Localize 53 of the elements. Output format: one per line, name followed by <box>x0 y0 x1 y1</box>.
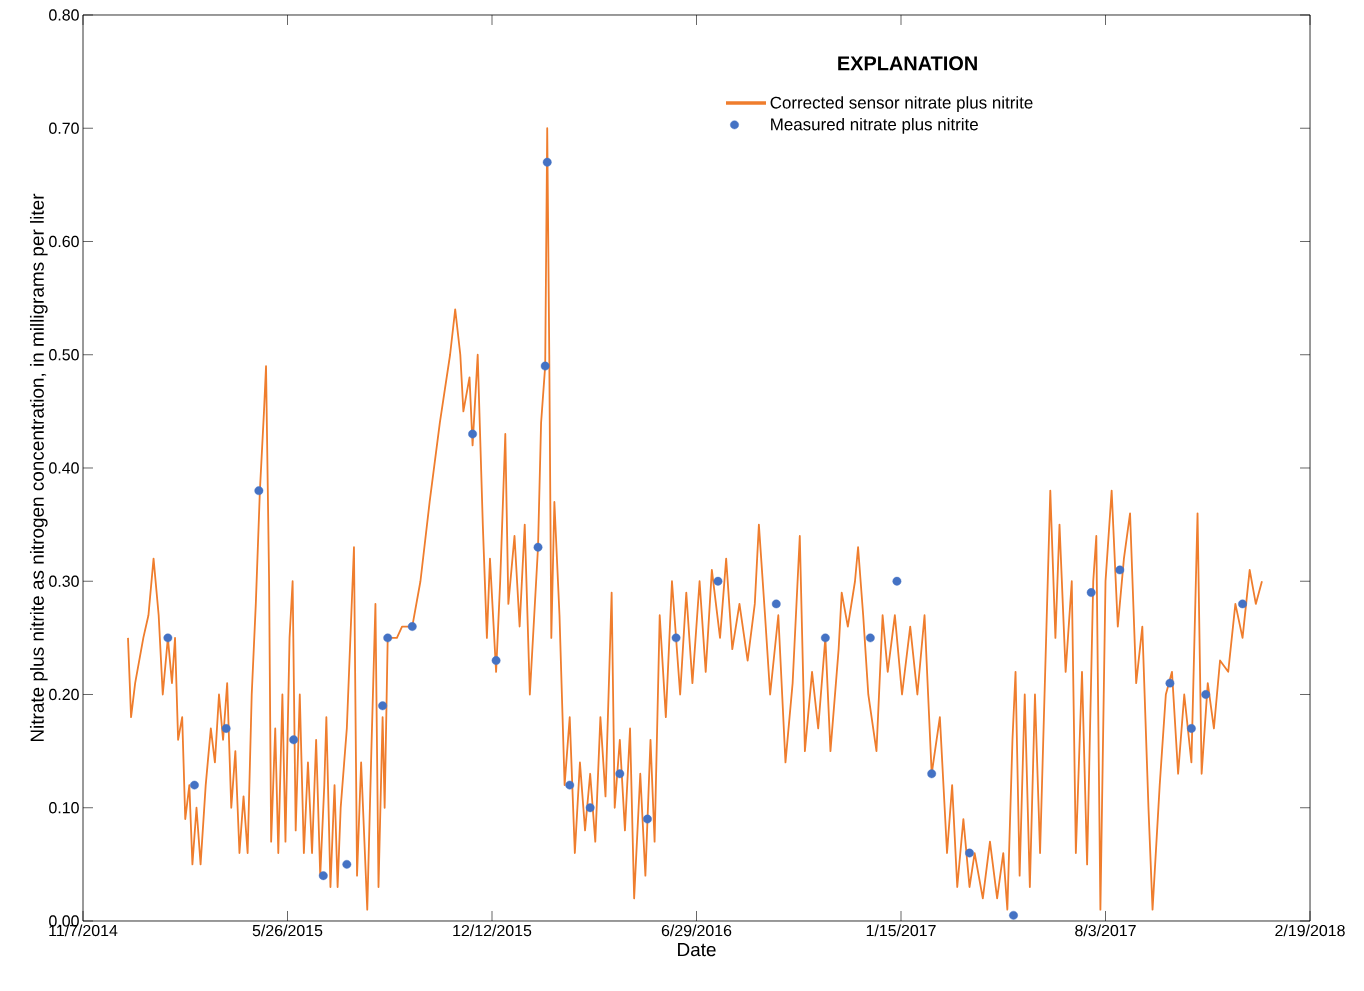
y-tick-label: 0.50 <box>49 349 79 361</box>
y-axis-title: Nitrate plus nitrite as nitrogen concentration, in milligrams per liter <box>29 193 48 742</box>
y-tick-label: 0.10 <box>49 802 79 814</box>
point <box>190 780 199 790</box>
x-tick-label: 5/26/2015 <box>252 924 323 937</box>
point <box>1201 690 1211 699</box>
point <box>318 871 328 881</box>
x-tick-label: 6/29/2016 <box>661 924 732 937</box>
point <box>491 656 501 665</box>
point <box>163 633 173 643</box>
point <box>221 724 231 733</box>
point <box>771 599 781 609</box>
y-tick-label: 0.70 <box>49 122 79 134</box>
point <box>643 814 652 824</box>
y-tick-label: 0.20 <box>49 688 79 701</box>
y-tick-label: 0.80 <box>49 9 79 21</box>
y-tick-label: 0.40 <box>49 462 79 474</box>
point <box>927 769 937 779</box>
point <box>713 576 723 586</box>
point <box>1165 678 1175 688</box>
point <box>1009 910 1018 920</box>
y-tick-label: 0.60 <box>49 235 79 248</box>
y-tick-label: 0.30 <box>49 575 79 587</box>
point <box>892 576 902 586</box>
point <box>1238 599 1247 609</box>
point <box>542 157 552 167</box>
point <box>289 735 299 745</box>
point <box>468 429 477 439</box>
point <box>565 780 575 790</box>
point <box>820 633 830 643</box>
x-tick-label: 8/3/2017 <box>1075 924 1136 937</box>
x-tick-label: 2/19/2018 <box>1275 924 1345 937</box>
point <box>383 633 393 643</box>
point <box>378 701 387 711</box>
point <box>1187 724 1196 733</box>
legend-label: Measured nitrate plus nitrite <box>771 117 978 134</box>
point <box>342 859 352 869</box>
point <box>965 848 974 858</box>
point <box>254 486 264 496</box>
point <box>1115 565 1125 575</box>
x-tick-label: 12/12/2015 <box>453 924 532 937</box>
point <box>533 542 543 552</box>
x-axis-title: Date <box>678 943 716 957</box>
point <box>615 769 625 779</box>
point <box>540 361 550 371</box>
point <box>1086 588 1096 597</box>
point <box>585 803 595 813</box>
legend-label: Corrected sensor nitrate plus nitrite <box>770 96 1033 112</box>
x-tick-label: 1/15/2017 <box>866 924 936 937</box>
legend-title: EXPLANATION <box>838 56 977 71</box>
point <box>407 622 417 631</box>
point <box>865 633 875 643</box>
point <box>671 633 681 643</box>
